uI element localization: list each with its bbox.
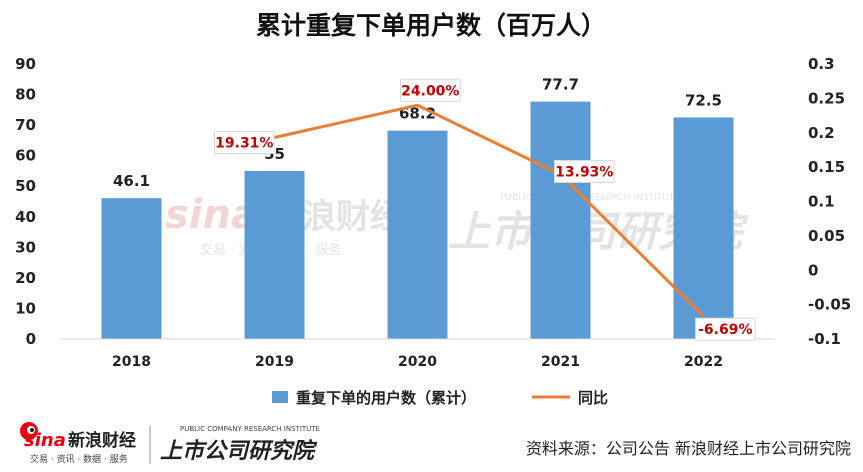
x-tick-label: 2018 — [112, 354, 151, 370]
y-right-tick-label: 0.05 — [808, 227, 845, 245]
bar — [530, 101, 591, 339]
y-left-tick-label: 40 — [15, 208, 36, 226]
y-left-tick-label: 70 — [15, 116, 36, 134]
x-tick-label: 2019 — [255, 354, 294, 370]
x-tick-label: 2020 — [398, 354, 437, 370]
bar — [101, 198, 162, 339]
y-left-tick-label: 30 — [15, 238, 36, 256]
line-data-label-box — [554, 159, 615, 183]
y-right-tick-label: 0.1 — [808, 193, 835, 211]
chart-title: 累计重复下单用户数（百万人） — [256, 11, 606, 40]
line-data-label: 24.00% — [401, 83, 459, 99]
footer-logo: sina 新浪财经 交易 · 资讯 · 数据 · 服务 PUBLIC COMPA… — [20, 422, 320, 465]
x-tick-label: 2022 — [684, 354, 723, 370]
y-left-tick-label: 80 — [15, 86, 36, 104]
watermark-brand: sina — [165, 192, 258, 238]
line-data-label-box — [214, 130, 275, 154]
line-data-label-box — [695, 317, 756, 341]
line-data-label-box — [400, 78, 461, 102]
bar-data-label: 77.7 — [542, 76, 579, 94]
bar — [673, 117, 734, 339]
bar — [387, 130, 448, 339]
line-data-label: 13.93% — [555, 164, 613, 180]
bar-data-label: 72.5 — [685, 91, 722, 109]
y-left-tick-label: 50 — [15, 177, 36, 195]
line-data-label: -6.69% — [698, 322, 752, 338]
y-right-tick-label: 0.15 — [808, 158, 845, 176]
source-note: 资料来源：公司公告 新浪财经上市公司研究院 — [526, 439, 851, 458]
y-left-tick-label: 20 — [15, 269, 36, 287]
y-right-tick-label: 0.3 — [808, 55, 835, 73]
y-right-tick-label: -0.1 — [808, 330, 841, 348]
bar — [244, 170, 305, 339]
footer-brand-sub: 交易 · 资讯 · 数据 · 服务 — [30, 453, 128, 465]
line-data-label: 19.31% — [215, 135, 273, 151]
y-right-tick-label: 0 — [808, 261, 818, 279]
plot-area: 0 10 20 30 40 50 60 70 80 90 -0.1 -0.05 0 0.05 0.1 0.15… — [15, 55, 851, 370]
x-tick-label: 2021 — [541, 354, 580, 370]
y-left-tick-label: 90 — [15, 55, 36, 73]
legend: 重复下单的用户数（累计） 同比 — [272, 389, 608, 407]
y-left-tick-label: 10 — [15, 299, 36, 317]
y-left-tick-label: 60 — [15, 147, 36, 165]
footer-brand-cn: 新浪财经 — [68, 430, 136, 451]
legend-bar-label: 重复下单的用户数（累计） — [296, 389, 476, 407]
y-left-tick-label: 0 — [26, 330, 36, 348]
y-right-tick-label: 0.25 — [808, 89, 845, 107]
y-right-tick-label: -0.05 — [808, 296, 851, 314]
legend-line-label: 同比 — [578, 389, 608, 407]
footer-institute: 上市公司研究院 — [160, 438, 318, 464]
y-right-tick-label: 0.2 — [808, 124, 835, 142]
footer-brand: sina — [24, 430, 66, 451]
line-series — [274, 103, 705, 318]
footer-institute-en: PUBLIC COMPANY RESEARCH INSTITUTE — [180, 425, 320, 433]
legend-bar-swatch — [272, 391, 288, 403]
bar-data-label: 46.1 — [113, 172, 150, 190]
